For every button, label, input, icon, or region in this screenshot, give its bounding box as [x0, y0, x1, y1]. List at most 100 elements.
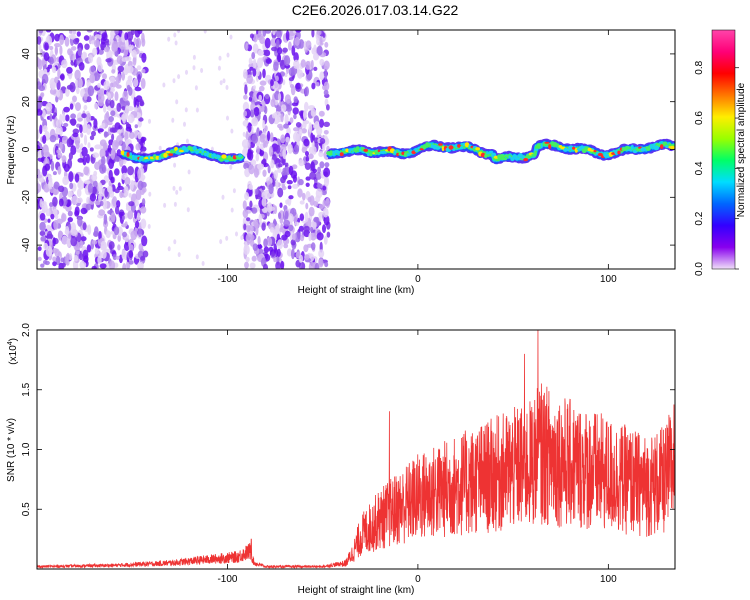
spectrogram-noise-blob [287, 185, 292, 190]
spectrogram-noise-blob [256, 145, 260, 155]
spectrogram-noise-blob [124, 56, 132, 62]
spectrogram-noise-blob [59, 74, 65, 80]
spectrogram-noise-blob [61, 262, 66, 268]
spectrogram-noise-blob [308, 153, 314, 160]
spectrogram-noise-blob [248, 57, 253, 65]
spectrogram-noise-blob [37, 59, 43, 70]
spectrogram-noise-blob [52, 256, 57, 262]
spectrogram-noise-blob [284, 114, 289, 125]
spectrogram-noise-blob [137, 228, 142, 238]
spectrogram-signal-blob [403, 152, 408, 157]
spectrogram-noise-blob [83, 180, 91, 185]
spectrogram-noise-blob [86, 30, 93, 33]
spectrogram-noise-blob [255, 225, 259, 236]
spectrogram-signal-blob [377, 149, 381, 153]
spectrogram-noise-blob [104, 131, 110, 137]
spectrogram-signal-blob [184, 148, 189, 153]
spectrogram-noise-blob [195, 254, 199, 260]
spectrogram-signal-blob [396, 152, 400, 157]
spectrogram-noise-blob [201, 261, 205, 266]
spectrogram-noise-blob [226, 52, 230, 58]
spectrogram-noise-blob [319, 138, 326, 145]
spectrogram-noise-blob [70, 236, 78, 247]
spectrogram-noise-blob [117, 182, 121, 188]
spectrogram-noise-blob [326, 104, 330, 111]
spectrogram-noise-blob [38, 85, 45, 92]
spectrogram-signal-blob [435, 146, 441, 150]
spectrogram-noise-blob [42, 144, 49, 156]
spectrogram-noise-blob [319, 36, 323, 45]
spectrogram-noise-blob [312, 146, 317, 155]
spectrogram-noise-blob [80, 132, 84, 138]
spectrogram-noise-blob [275, 30, 281, 38]
spectrogram-noise-blob [84, 43, 90, 50]
spectrogram-noise-blob [304, 101, 309, 112]
spectrogram-noise-blob [242, 68, 248, 80]
spectrogram-signal-blob [329, 150, 333, 155]
spectrogram-noise-blob [83, 93, 88, 101]
spectrogram-signal-blob [590, 149, 595, 152]
spectrogram-noise-blob [90, 65, 96, 73]
spectrogram-noise-blob [267, 165, 271, 174]
spectrogram-noise-blob [82, 156, 87, 166]
spectrogram-noise-blob [280, 176, 286, 184]
spectrogram-noise-blob [288, 224, 294, 231]
spectrogram-noise-blob [219, 80, 223, 86]
spectrogram-signal-blob [499, 154, 504, 157]
spectrogram-noise-blob [297, 69, 303, 79]
spectrogram-noise-blob [291, 102, 299, 107]
spectrogram-noise-blob [252, 68, 257, 77]
snr-y-tick-label: 1.0 [21, 442, 32, 456]
spectrogram-noise-blob [177, 30, 181, 34]
spectrogram-noise-blob [273, 257, 277, 263]
spectrogram-noise-blob [42, 134, 47, 144]
spectrogram-signal-blob [563, 147, 568, 152]
spectrogram-noise-blob [248, 164, 255, 175]
spectrogram-y-ticks: -40 -20 0 20 40 [21, 48, 675, 252]
spectrogram-noise-blob [115, 255, 120, 260]
spectrogram-noise-blob [105, 230, 111, 239]
spectrogram-noise-blob [262, 119, 266, 130]
spectrogram-noise-blob [61, 135, 69, 144]
spectrogram-noise-blob [76, 87, 80, 95]
spectrogram-signal-blob [645, 146, 651, 152]
spectrogram-noise-blob [230, 207, 234, 213]
spectrogram-noise-blob [264, 93, 270, 99]
spectrogram-noise-blob [323, 167, 331, 178]
spectrogram-noise-blob [57, 230, 63, 239]
spectrogram-noise-blob [52, 237, 56, 247]
spectrogram-noise-blob [111, 43, 118, 52]
spectrogram-noise-blob [131, 49, 137, 58]
spectrogram-noise-blob [124, 176, 131, 186]
spectrogram-signal-blob [452, 148, 456, 151]
spectrogram-noise-blob [38, 43, 42, 52]
spectrogram-noise-blob [295, 30, 302, 33]
spectrogram-noise-blob [280, 104, 287, 112]
spectrogram-noise-blob [283, 219, 290, 227]
spectrogram-noise-blob [37, 168, 41, 175]
spectrogram-noise-blob [173, 239, 177, 245]
spectrogram-noise-blob [229, 34, 233, 40]
spectrogram-noise-blob [83, 35, 90, 41]
spectrogram-noise-blob [54, 76, 59, 84]
spectrogram-noise-blob [251, 52, 256, 60]
spectrogram-noise-blob [263, 238, 268, 248]
spectrogram-noise-blob [115, 205, 120, 215]
spectrogram-signal-blob [158, 156, 162, 161]
spectrogram-noise-blob [288, 41, 292, 51]
spectrogram-noise-blob [83, 166, 90, 176]
colorbar-gradient [711, 29, 736, 270]
spectrogram-noise-blob [280, 223, 284, 231]
spectrogram-noise-blob [92, 47, 98, 56]
spectrogram-noise-blob [303, 138, 310, 147]
spectrogram-noise-blob [200, 68, 204, 73]
spectrogram-noise-blob [249, 109, 254, 118]
spectrogram-noise-blob [324, 261, 329, 268]
spectrogram-noise-blob [49, 202, 54, 208]
spectrogram-noise-blob [134, 209, 138, 219]
spectrogram-noise-blob [314, 262, 320, 269]
spectrogram-noise-blob [291, 164, 298, 170]
spectrogram-noise-blob [287, 143, 293, 154]
spectrogram-noise-blob [53, 181, 60, 190]
spectrogram-signal-blob [123, 151, 127, 156]
